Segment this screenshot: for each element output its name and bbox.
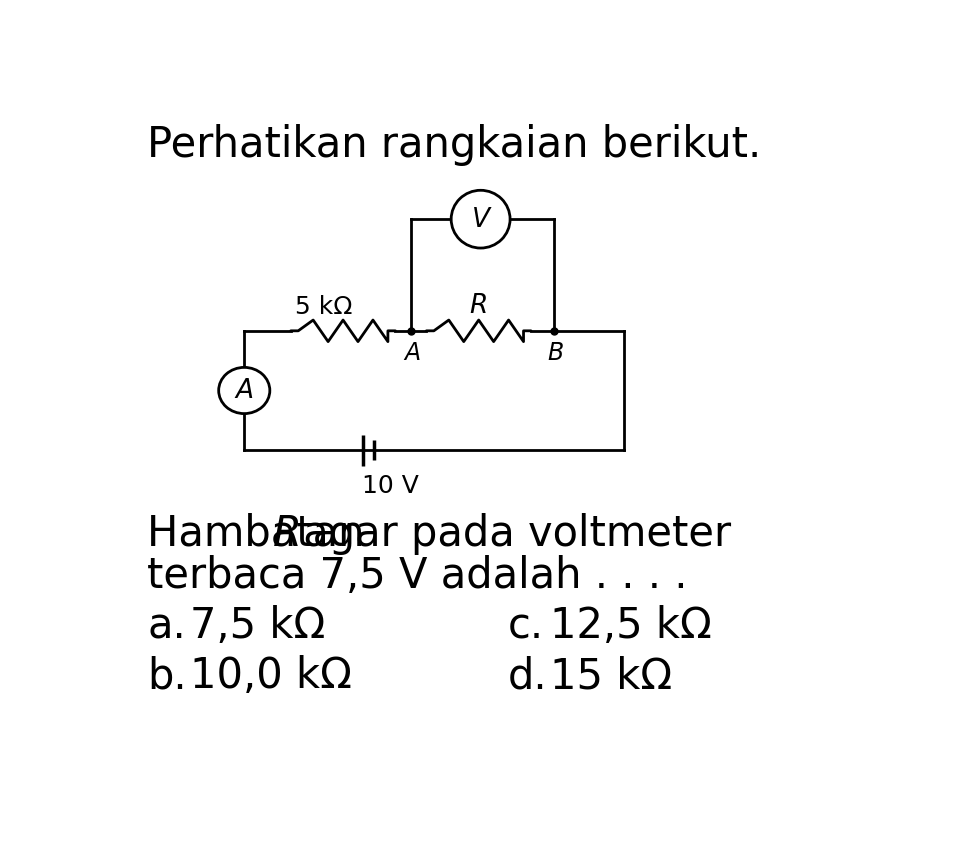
Text: R: R [273,512,302,554]
Text: a.: a. [147,604,185,647]
Text: R: R [469,292,487,319]
Text: V: V [471,207,489,233]
Text: 5 kΩ: 5 kΩ [295,295,352,319]
Text: agar pada voltmeter: agar pada voltmeter [289,512,730,554]
Text: 12,5 kΩ: 12,5 kΩ [550,604,711,647]
Text: B: B [547,341,563,365]
Text: A: A [235,378,253,404]
Text: 15 kΩ: 15 kΩ [550,654,672,696]
Text: Perhatikan rangkaian berikut.: Perhatikan rangkaian berikut. [147,124,761,166]
Text: 7,5 kΩ: 7,5 kΩ [190,604,325,647]
Text: 10 V: 10 V [361,474,418,498]
Text: c.: c. [507,604,543,647]
Text: terbaca 7,5 V adalah . . . .: terbaca 7,5 V adalah . . . . [147,555,687,596]
Text: A: A [404,341,420,365]
Text: 10,0 kΩ: 10,0 kΩ [190,654,352,696]
Text: Hambatan: Hambatan [147,512,378,554]
Ellipse shape [451,191,509,249]
Text: b.: b. [147,654,186,696]
Text: d.: d. [507,654,547,696]
Ellipse shape [218,368,269,414]
